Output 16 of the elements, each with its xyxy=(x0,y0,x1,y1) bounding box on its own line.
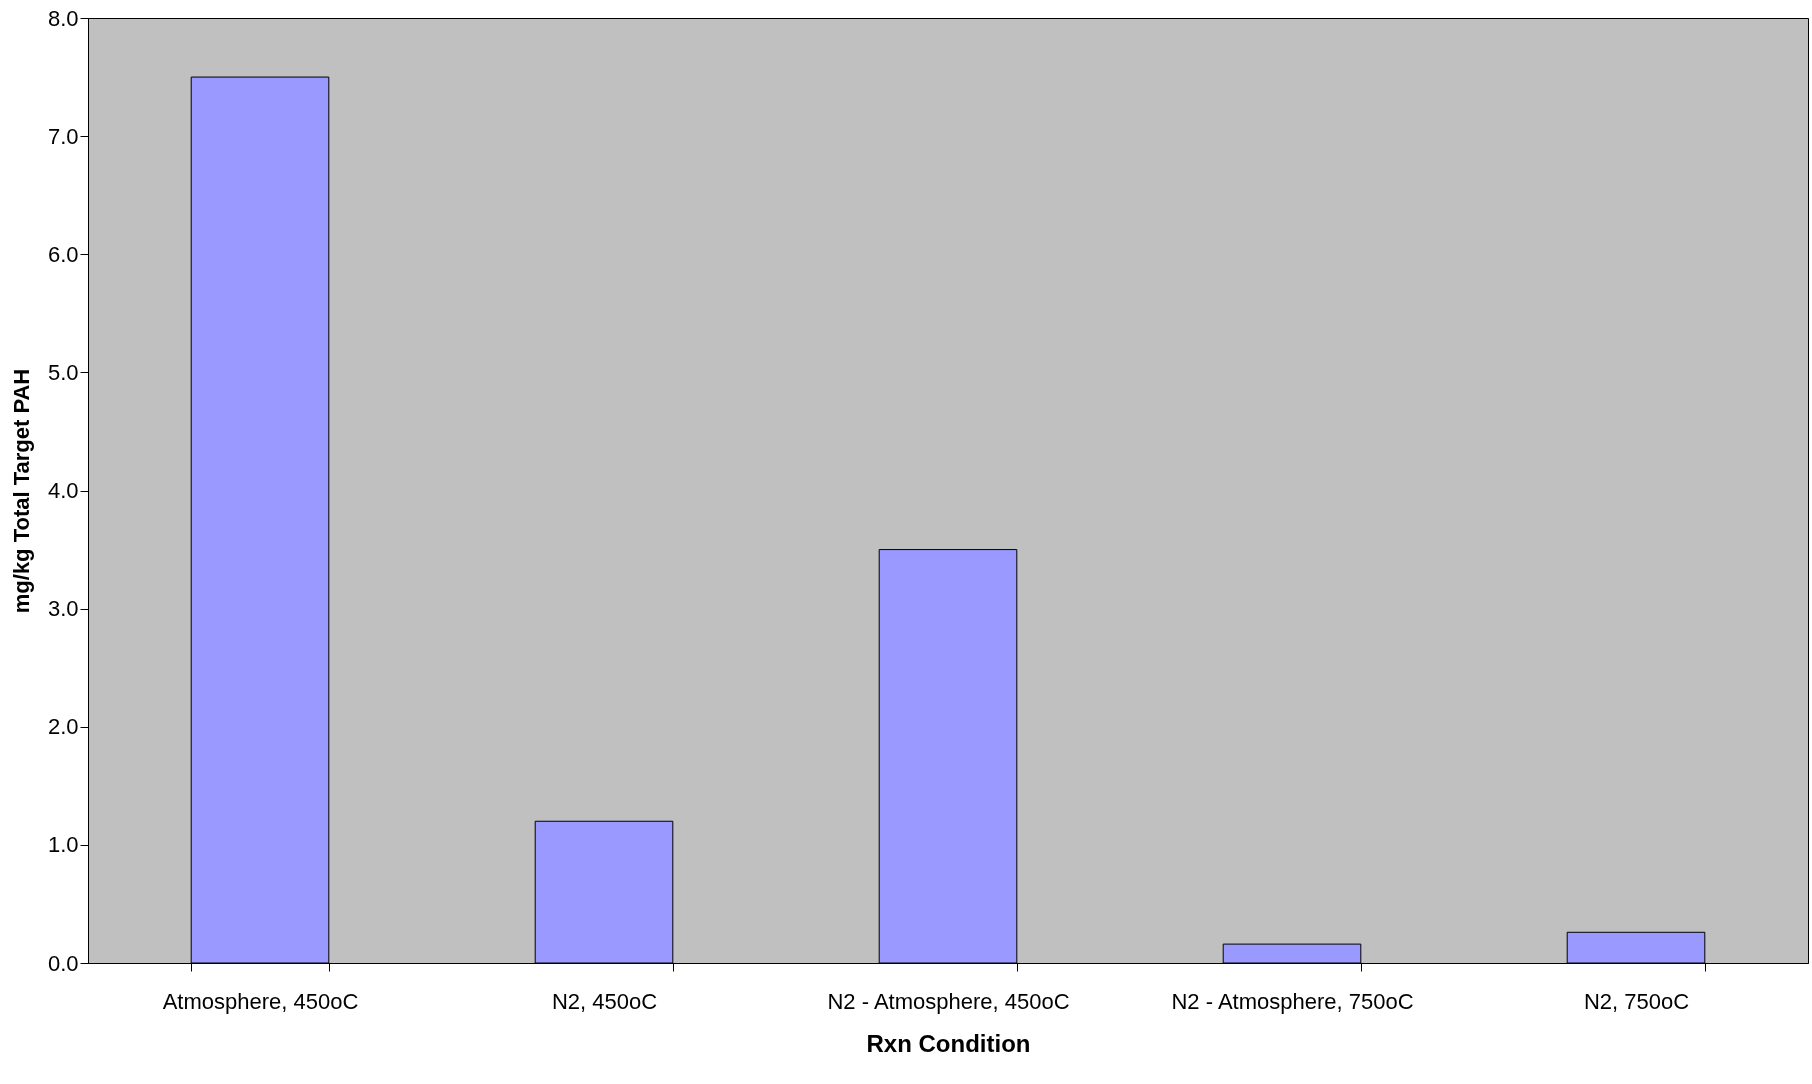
y-axis-title: mg/kg Total Target PAH xyxy=(8,368,34,614)
x-axis-title: Rxn Condition xyxy=(866,1029,1031,1057)
y-tick-label: 0.0 xyxy=(47,950,79,976)
y-tick-label: 6.0 xyxy=(47,241,79,267)
x-tick-label: Atmosphere, 450oC xyxy=(162,988,359,1014)
y-tick-label: 2.0 xyxy=(47,714,79,740)
x-tick-label: N2, 750oC xyxy=(1583,988,1690,1014)
y-tick-label: 1.0 xyxy=(47,832,79,858)
y-tick-label: 7.0 xyxy=(47,123,79,149)
x-tick-label: N2 - Atmosphere, 450oC xyxy=(827,988,1070,1014)
x-tick-label: N2 - Atmosphere, 750oC xyxy=(1171,988,1414,1014)
y-tick-label: 3.0 xyxy=(47,596,79,622)
y-tick-label: 8.0 xyxy=(47,5,79,31)
y-tick-label: 5.0 xyxy=(47,359,79,385)
y-tick-label: 4.0 xyxy=(47,478,79,503)
x-tick-label: N2, 450oC xyxy=(551,988,658,1014)
